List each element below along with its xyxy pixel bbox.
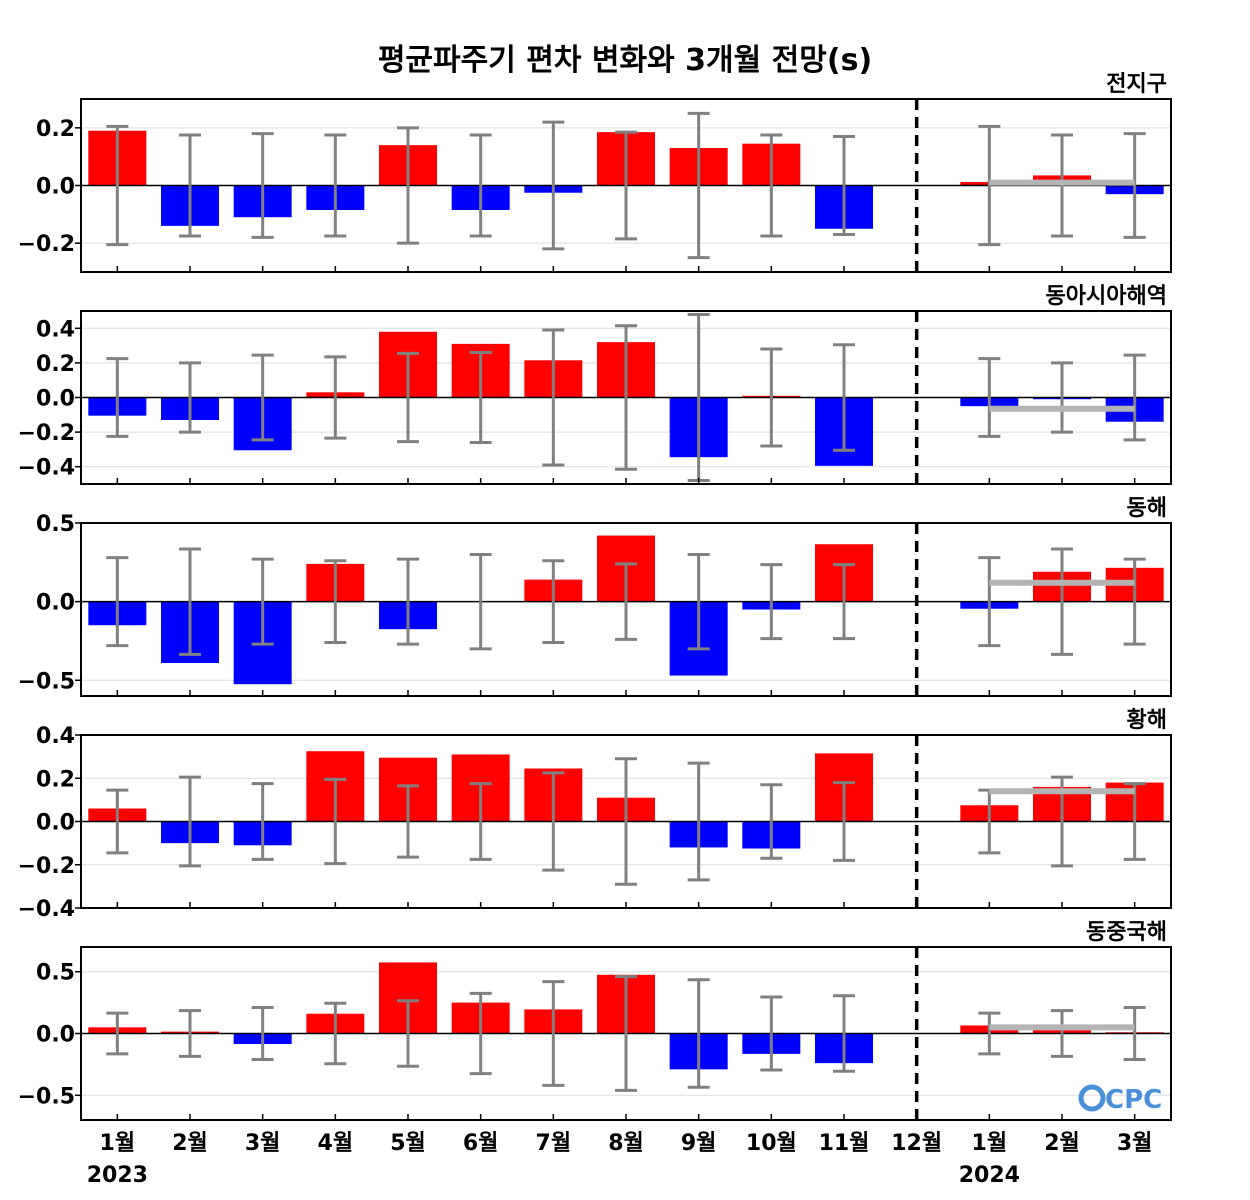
year-label: 2023 xyxy=(87,1163,148,1188)
x-tick-label: 6월 xyxy=(463,1131,499,1156)
panel-frame xyxy=(80,946,1172,1121)
panel-5: −0.5 0.0 0.5 동중국해 xyxy=(18,920,1172,1121)
chart-panels: −0.2 0.0 0.2 전지구 −0.4 −0.2 0.0 0.2 0.4 동아시아해역 −0.5… xyxy=(18,72,1172,1121)
panel-title: 황해 xyxy=(1127,708,1167,733)
x-tick-label: 12월 xyxy=(891,1131,942,1156)
x-tick-label: 3월 xyxy=(245,1131,281,1156)
x-tick-label: 11월 xyxy=(819,1131,870,1156)
y-tick-label: −0.2 xyxy=(18,421,75,446)
panel-title: 동아시아해역 xyxy=(1046,284,1167,309)
x-tick-label: 3월 xyxy=(1117,1131,1153,1156)
panel-frame xyxy=(80,98,1172,273)
y-tick-label: 0.2 xyxy=(36,117,75,142)
x-tick-label: 7월 xyxy=(536,1131,572,1156)
panel-1: −0.2 0.0 0.2 전지구 xyxy=(18,72,1172,273)
y-tick-label: 0.2 xyxy=(36,767,75,792)
panel-frame xyxy=(80,310,1172,485)
x-tick-label: 9월 xyxy=(681,1131,717,1156)
y-tick-label: 0.0 xyxy=(36,811,75,836)
y-tick-label: −0.4 xyxy=(18,897,75,922)
year-label: 2024 xyxy=(959,1163,1020,1188)
y-tick-label: −0.5 xyxy=(18,669,75,694)
chart-title: 평균파주기 편차 변화와 3개월 전망(s) xyxy=(378,43,872,78)
y-tick-label: 0.2 xyxy=(36,352,75,377)
y-tick-label: −0.2 xyxy=(18,232,75,257)
y-tick-label: 0.5 xyxy=(36,961,75,986)
x-axis-labels: 1월 2월 3월 4월 5월 6월 7월 8월 9월 10월 11월 12월 1월 2월 3월 2023 202… xyxy=(87,1131,1153,1188)
y-tick-label: −0.2 xyxy=(18,854,75,879)
x-tick-label: 1월 xyxy=(972,1131,1008,1156)
x-tick-label: 5월 xyxy=(390,1131,426,1156)
y-tick-label: −0.4 xyxy=(18,456,75,481)
x-tick-label: 1월 xyxy=(100,1131,136,1156)
panel-frame xyxy=(80,734,1172,909)
cpc-logo-circle-icon xyxy=(1078,1084,1106,1112)
y-tick-label: 0.0 xyxy=(36,387,75,412)
panel-4: −0.4 −0.2 0.0 0.2 0.4 황해 xyxy=(18,708,1172,922)
y-tick-label: 0.5 xyxy=(36,512,75,537)
y-tick-label: 0.0 xyxy=(36,175,75,200)
panel-title: 동해 xyxy=(1127,496,1167,521)
panel-3: −0.5 0.0 0.5 동해 xyxy=(18,496,1172,697)
x-tick-label: 4월 xyxy=(318,1131,354,1156)
y-tick-label: 0.4 xyxy=(36,317,75,342)
x-tick-label: 8월 xyxy=(608,1131,644,1156)
x-tick-label: 10월 xyxy=(746,1131,797,1156)
y-tick-label: 0.0 xyxy=(36,591,75,616)
cpc-logo: CPC xyxy=(1078,1084,1162,1115)
y-tick-label: 0.4 xyxy=(36,724,75,749)
panel-title: 동중국해 xyxy=(1086,920,1167,945)
x-tick-label: 2월 xyxy=(172,1131,208,1156)
cpc-logo-text: CPC xyxy=(1105,1085,1162,1115)
panel-title: 전지구 xyxy=(1106,72,1167,97)
y-tick-label: −0.5 xyxy=(18,1084,75,1109)
x-tick-label: 2월 xyxy=(1044,1131,1080,1156)
y-tick-label: 0.0 xyxy=(36,1023,75,1048)
panel-frame xyxy=(80,522,1172,697)
panel-2: −0.4 −0.2 0.0 0.2 0.4 동아시아해역 xyxy=(18,284,1172,485)
